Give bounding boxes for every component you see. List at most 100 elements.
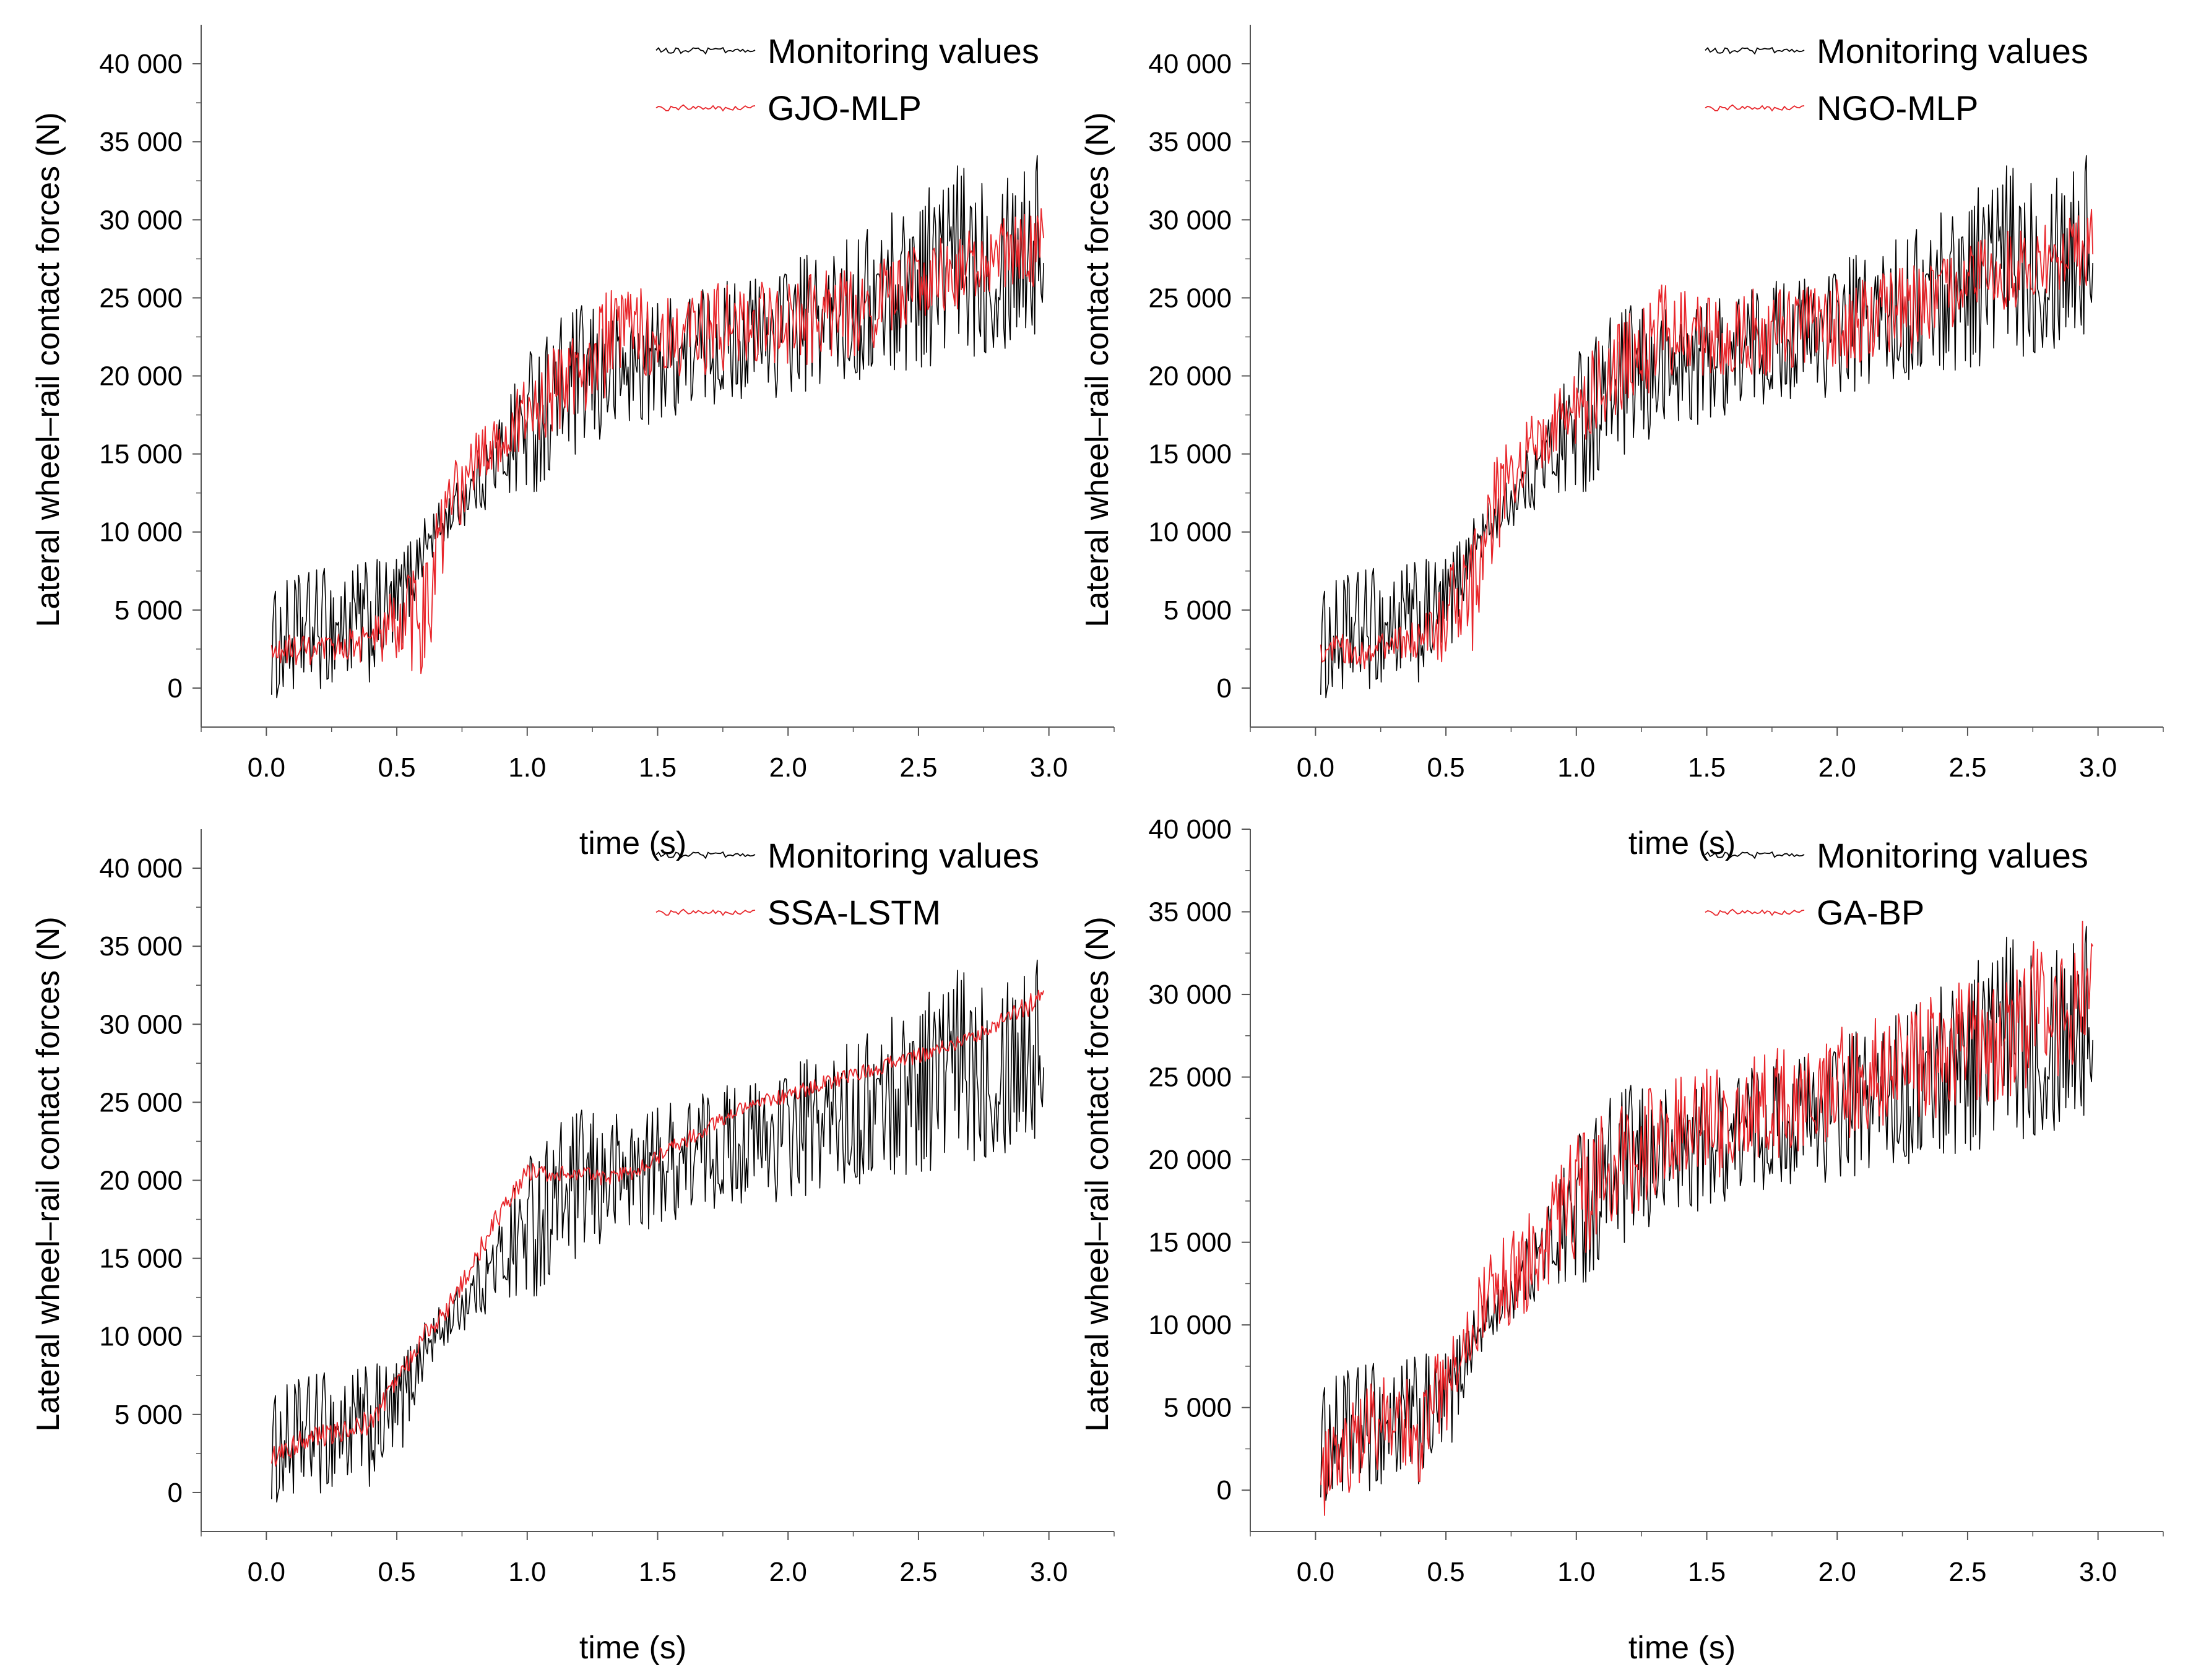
x-tick-label: 0.0 xyxy=(1297,1557,1334,1587)
y-tick-label: 20 000 xyxy=(1148,361,1232,392)
y-tick-label: 25 000 xyxy=(99,1087,183,1118)
x-tick-label: 0.5 xyxy=(378,752,415,783)
x-tick-label: 2.5 xyxy=(899,1557,937,1587)
y-tick-label: 0 xyxy=(168,1478,183,1508)
y-tick-label: 15 000 xyxy=(99,439,183,470)
x-tick-label: 0.0 xyxy=(248,752,285,783)
legend-swatch xyxy=(655,851,756,859)
y-tick-label: 20 000 xyxy=(99,361,183,392)
y-tick-label: 10 000 xyxy=(1148,1310,1232,1340)
y-tick-label: 5 000 xyxy=(115,595,183,626)
legend-swatch xyxy=(1705,104,1805,112)
x-axis-title: time (s) xyxy=(1628,825,1736,861)
legend-swatch xyxy=(655,46,756,55)
x-tick-label: 0.5 xyxy=(1427,752,1464,783)
legend-label: GJO-MLP xyxy=(768,88,922,127)
y-tick-label: 25 000 xyxy=(1148,1062,1232,1093)
x-tick-label: 1.0 xyxy=(508,1557,546,1587)
x-tick-label: 3.0 xyxy=(2079,1557,2117,1587)
y-tick-label: 25 000 xyxy=(1148,283,1232,313)
y-tick-label: 40 000 xyxy=(1148,814,1232,845)
series-line-monitoring-values xyxy=(1320,926,2093,1501)
legend-label: GA-BP xyxy=(1817,893,1924,932)
series-line-monitoring-values xyxy=(1320,155,2093,699)
series-line-gjo-mlp xyxy=(270,208,1045,674)
y-tick-label: 10 000 xyxy=(1148,517,1232,548)
series-line-ngo-mlp xyxy=(1320,209,2094,670)
y-tick-label: 30 000 xyxy=(99,205,183,235)
y-tick-label: 5 000 xyxy=(115,1400,183,1430)
chart-panel-bottom-left: 0 5 000 10 000 15 000 20 000 25 000 30 000 35 0… xyxy=(30,829,1115,1666)
legend-swatch xyxy=(655,908,756,916)
legend-label: SSA-LSTM xyxy=(768,893,941,932)
y-tick-label: 20 000 xyxy=(1148,1145,1232,1175)
y-axis-title: Lateral wheel–rail contact forces (N) xyxy=(30,916,66,1431)
x-tick-label: 1.0 xyxy=(1557,1557,1595,1587)
chart-panel-top-left: 0 5 000 10 000 15 000 20 000 25 000 30 000 35 0… xyxy=(30,25,1115,861)
x-tick-label: 1.5 xyxy=(639,1557,677,1587)
y-tick-label: 30 000 xyxy=(1148,205,1232,235)
y-tick-label: 35 000 xyxy=(1148,897,1232,928)
chart-panel-bottom-right: 0 5 000 10 000 15 000 20 000 25 000 30 000 35 0… xyxy=(1079,814,2164,1666)
legend-label: Monitoring values xyxy=(1817,32,2088,71)
x-tick-label: 2.0 xyxy=(769,1557,807,1587)
y-axis-title: Lateral wheel–rail contact forces (N) xyxy=(1079,916,1115,1431)
x-tick-label: 2.0 xyxy=(769,752,807,783)
y-tick-label: 0 xyxy=(168,673,183,704)
x-tick-label: 1.5 xyxy=(1688,1557,1726,1587)
y-tick-label: 35 000 xyxy=(99,931,183,962)
legend-label: NGO-MLP xyxy=(1817,88,1978,127)
x-tick-label: 1.5 xyxy=(639,752,677,783)
legend-swatch xyxy=(1705,46,1805,55)
y-tick-label: 40 000 xyxy=(99,49,183,79)
x-axis-title: time (s) xyxy=(579,1630,686,1666)
y-tick-label: 35 000 xyxy=(1148,127,1232,157)
y-tick-label: 35 000 xyxy=(99,127,183,157)
series-line-monitoring-values xyxy=(271,155,1044,699)
y-axis-title: Lateral wheel–rail contact forces (N) xyxy=(30,112,66,627)
y-tick-label: 0 xyxy=(1217,673,1232,704)
series-line-monitoring-values xyxy=(271,959,1044,1503)
legend-swatch xyxy=(655,104,756,112)
y-tick-label: 30 000 xyxy=(1148,980,1232,1010)
x-tick-label: 0.5 xyxy=(378,1557,415,1587)
y-tick-label: 40 000 xyxy=(1148,49,1232,79)
y-tick-label: 25 000 xyxy=(99,283,183,313)
y-tick-label: 0 xyxy=(1217,1475,1232,1506)
chart-panel-top-right: 0 5 000 10 000 15 000 20 000 25 000 30 000 35 0… xyxy=(1079,25,2164,861)
x-tick-label: 0.0 xyxy=(1297,752,1334,783)
legend-swatch xyxy=(1705,908,1805,916)
y-tick-label: 10 000 xyxy=(99,517,183,548)
x-axis-title: time (s) xyxy=(579,825,686,861)
y-tick-label: 5 000 xyxy=(1164,595,1232,626)
x-tick-label: 1.0 xyxy=(1557,752,1595,783)
y-tick-label: 40 000 xyxy=(99,853,183,884)
x-tick-label: 3.0 xyxy=(2079,752,2117,783)
x-tick-label: 1.5 xyxy=(1688,752,1726,783)
x-tick-label: 3.0 xyxy=(1030,752,1068,783)
x-tick-label: 3.0 xyxy=(1030,1557,1068,1587)
y-tick-label: 15 000 xyxy=(99,1244,183,1274)
x-tick-label: 2.5 xyxy=(899,752,937,783)
y-tick-label: 15 000 xyxy=(1148,439,1232,470)
x-tick-label: 1.0 xyxy=(508,752,546,783)
x-tick-label: 0.0 xyxy=(248,1557,285,1587)
y-tick-label: 15 000 xyxy=(1148,1228,1232,1258)
x-tick-label: 0.5 xyxy=(1427,1557,1464,1587)
y-axis-title: Lateral wheel–rail contact forces (N) xyxy=(1079,112,1115,627)
x-tick-label: 2.5 xyxy=(1948,752,1986,783)
y-tick-label: 20 000 xyxy=(99,1166,183,1196)
y-tick-label: 5 000 xyxy=(1164,1393,1232,1423)
legend-label: Monitoring values xyxy=(768,836,1039,875)
x-tick-label: 2.0 xyxy=(1818,752,1856,783)
legend-label: Monitoring values xyxy=(1817,836,2088,875)
series-line-ga-bp xyxy=(1320,920,2094,1516)
legend-swatch xyxy=(1705,851,1805,859)
x-tick-label: 2.0 xyxy=(1818,1557,1856,1587)
series-line-ssa-lstm xyxy=(270,989,1045,1467)
y-tick-label: 30 000 xyxy=(99,1009,183,1040)
x-axis-title: time (s) xyxy=(1628,1630,1736,1666)
y-tick-label: 10 000 xyxy=(99,1322,183,1352)
legend-label: Monitoring values xyxy=(768,32,1039,71)
